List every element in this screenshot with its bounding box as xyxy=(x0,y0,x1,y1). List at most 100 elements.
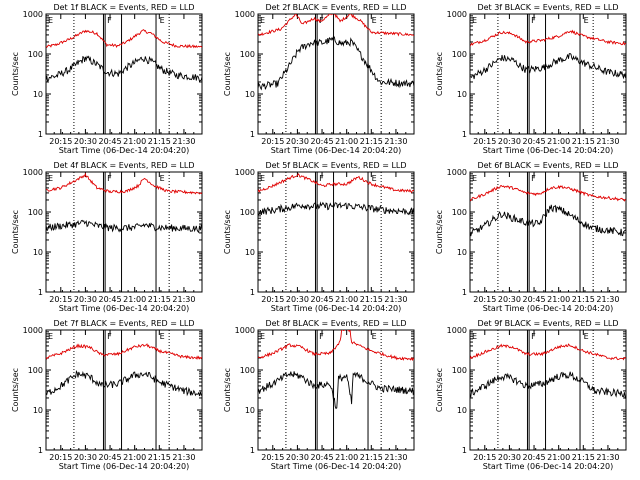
x-tick-label: 20:30 xyxy=(74,137,97,146)
lld-series-line xyxy=(470,29,626,47)
plot-frame xyxy=(469,329,627,451)
x-tick-label: 20:30 xyxy=(498,137,521,146)
x-tick-label: 21:30 xyxy=(384,137,407,146)
x-tick-label: 20:30 xyxy=(74,453,97,462)
x-axis-label: Start Time (06-Dec-14 20:04:20) xyxy=(271,304,402,313)
panel-title: Det 6f BLACK = Events, RED = LLD xyxy=(477,161,618,170)
x-axis-label: Start Time (06-Dec-14 20:04:20) xyxy=(483,146,614,155)
marker-label: F xyxy=(531,174,536,183)
y-tick-label: 1 xyxy=(462,130,467,139)
y-axis-label: Counts/sec xyxy=(223,210,232,254)
x-tick-label: 21:00 xyxy=(123,137,146,146)
y-tick-label: 10 xyxy=(457,406,467,415)
x-tick-label: 20:15 xyxy=(49,137,72,146)
marker-label: E xyxy=(260,16,265,25)
marker-label: E xyxy=(260,174,265,183)
marker-label: F xyxy=(107,174,112,183)
plot-frame xyxy=(257,13,415,135)
x-axis-label: Start Time (06-Dec-14 20:04:20) xyxy=(59,462,190,471)
events-series-line xyxy=(258,201,414,216)
events-series-line xyxy=(258,35,414,91)
y-tick-label: 10 xyxy=(33,90,43,99)
x-tick-label: 21:30 xyxy=(596,137,619,146)
detector-panel-8: Det 8f BLACK = Events, RED = LLD Counts/s… xyxy=(223,319,415,471)
y-tick-label: 1 xyxy=(250,288,255,297)
x-tick-label: 21:15 xyxy=(572,137,595,146)
detector-panel-4: Det 4f BLACK = Events, RED = LLD Counts/s… xyxy=(11,161,203,313)
x-tick-label: 20:45 xyxy=(523,137,546,146)
plot-frame xyxy=(257,171,415,293)
marker-label: E xyxy=(584,174,589,183)
x-tick-label: 20:30 xyxy=(286,137,309,146)
events-series-line xyxy=(258,371,414,410)
y-tick-label: 100 xyxy=(452,208,467,217)
y-tick-label: 1000 xyxy=(235,10,255,19)
marker-label: E xyxy=(372,174,377,183)
y-tick-label: 1000 xyxy=(235,326,255,335)
detector-panel-2: Det 2f BLACK = Events, RED = LLD Counts/s… xyxy=(223,3,415,155)
y-tick-label: 100 xyxy=(240,366,255,375)
x-axis-label: Start Time (06-Dec-14 20:04:20) xyxy=(59,304,190,313)
x-tick-label: 20:30 xyxy=(498,453,521,462)
x-tick-label: 20:45 xyxy=(523,453,546,462)
y-tick-label: 100 xyxy=(28,366,43,375)
y-tick-label: 1000 xyxy=(447,326,467,335)
lld-series-line xyxy=(470,184,626,202)
x-tick-label: 20:45 xyxy=(311,295,334,304)
events-series-line xyxy=(46,370,202,397)
x-tick-label: 21:30 xyxy=(596,453,619,462)
lld-series-line xyxy=(46,29,202,49)
y-tick-label: 10 xyxy=(245,90,255,99)
events-series-line xyxy=(470,204,626,237)
x-tick-label: 20:15 xyxy=(49,295,72,304)
x-tick-label: 20:45 xyxy=(99,453,122,462)
x-tick-label: 20:15 xyxy=(473,453,496,462)
y-tick-label: 100 xyxy=(28,208,43,217)
y-axis-label: Counts/sec xyxy=(11,210,20,254)
x-tick-label: 21:15 xyxy=(148,137,171,146)
x-tick-label: 21:00 xyxy=(547,137,570,146)
panel-title: Det 3f BLACK = Events, RED = LLD xyxy=(477,3,618,12)
x-tick-label: 20:45 xyxy=(311,453,334,462)
y-tick-label: 10 xyxy=(33,406,43,415)
plot-frame xyxy=(45,329,203,451)
marker-label: E xyxy=(48,332,53,341)
x-tick-label: 20:15 xyxy=(473,295,496,304)
plot-frame xyxy=(45,13,203,135)
y-axis-label: Counts/sec xyxy=(11,52,20,96)
y-tick-label: 100 xyxy=(452,50,467,59)
x-tick-label: 21:15 xyxy=(360,295,383,304)
x-tick-label: 21:15 xyxy=(572,453,595,462)
marker-label: E xyxy=(160,332,165,341)
x-tick-label: 21:15 xyxy=(572,295,595,304)
marker-label: F xyxy=(107,332,112,341)
y-axis-label: Counts/sec xyxy=(223,368,232,412)
events-series-line xyxy=(470,53,626,80)
x-tick-label: 20:15 xyxy=(49,453,72,462)
x-tick-label: 20:45 xyxy=(99,295,122,304)
marker-label: E xyxy=(160,16,165,25)
marker-label: F xyxy=(319,332,324,341)
y-tick-label: 1 xyxy=(38,288,43,297)
y-axis-label: Counts/sec xyxy=(435,368,444,412)
y-tick-label: 100 xyxy=(240,50,255,59)
marker-label: E xyxy=(372,16,377,25)
panel-title: Det 5f BLACK = Events, RED = LLD xyxy=(265,161,406,170)
panel-title: Det 2f BLACK = Events, RED = LLD xyxy=(265,3,406,12)
plot-frame xyxy=(469,13,627,135)
events-series-line xyxy=(470,371,626,400)
y-tick-label: 1000 xyxy=(447,168,467,177)
x-axis-label: Start Time (06-Dec-14 20:04:20) xyxy=(271,146,402,155)
x-tick-label: 21:00 xyxy=(335,453,358,462)
detector-panel-1: Det 1f BLACK = Events, RED = LLD Counts/s… xyxy=(11,3,203,155)
marker-label: F xyxy=(107,16,112,25)
detector-panel-5: Det 5f BLACK = Events, RED = LLD Counts/s… xyxy=(223,161,415,313)
x-tick-label: 21:15 xyxy=(360,137,383,146)
x-tick-label: 20:30 xyxy=(286,295,309,304)
marker-label: E xyxy=(260,332,265,341)
lld-series-line xyxy=(470,343,626,361)
x-tick-label: 20:15 xyxy=(261,137,284,146)
y-axis-label: Counts/sec xyxy=(435,52,444,96)
x-tick-label: 21:15 xyxy=(148,453,171,462)
